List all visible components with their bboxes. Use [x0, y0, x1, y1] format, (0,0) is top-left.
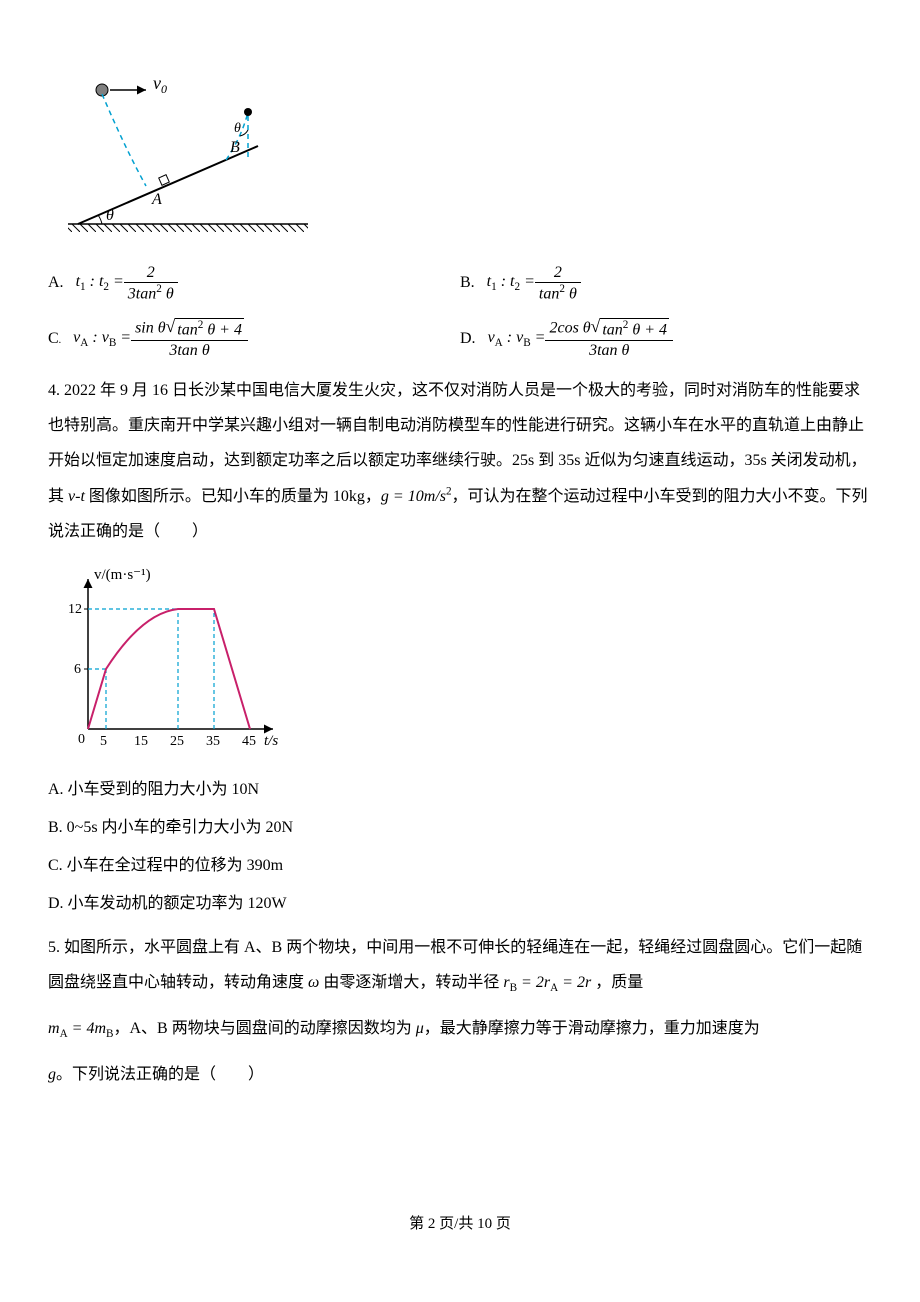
ytick-12: 12 — [68, 602, 82, 617]
point-b-label: B — [230, 139, 240, 156]
xtick-5: 5 — [100, 734, 107, 749]
y-axis-label: v/(m·s⁻¹) — [94, 567, 151, 583]
q5-text-3: g。下列说法正确的是（ ） — [48, 1057, 872, 1092]
opt-a-den: 3tan2 θ — [124, 283, 178, 304]
origin-0: 0 — [78, 732, 85, 747]
opt-b-num: 2 — [535, 263, 581, 283]
q4-g: g = 10m/s2 — [381, 488, 452, 505]
incline-figure: θ v0 A θ B — [48, 64, 872, 249]
opt-d-lhs: vA : vB = — [488, 329, 546, 349]
q5-line2a: ，A、B 两物块与圆盘间的动摩擦因数均为 — [113, 1020, 415, 1037]
q3-options-2: C. vA : vB = sin θ√tan2 θ + 4 3tan θ D. … — [48, 315, 872, 363]
q5-line3: 。下列说法正确的是（ ） — [56, 1066, 264, 1083]
q3-options: A. t1 : t2 = 2 3tan2 θ B. t1 : t2 = 2 ta… — [48, 259, 872, 307]
xtick-35: 35 — [206, 734, 220, 749]
q4-option-b: B. 0~5s 内小车的牵引力大小为 20N — [48, 812, 872, 844]
x-axis-label: t/s — [264, 733, 278, 749]
trajectory-dash — [102, 94, 146, 186]
q4-vt: v-t — [68, 488, 85, 505]
opt-c-num: sin θ√tan2 θ + 4 — [131, 318, 248, 341]
q5-omega: ω — [308, 974, 319, 991]
opt-b-label: B. — [460, 274, 479, 292]
q3-option-b: B. t1 : t2 = 2 tan2 θ — [460, 259, 872, 307]
q5-text: 5. 如图所示，水平圆盘上有 A、B 两个物块，中间用一根不可伸长的轻绳连在一起… — [48, 930, 872, 1001]
vt-svg: v/(m·s⁻¹) t/s 12 6 0 5 15 25 35 45 — [48, 559, 288, 759]
q5-r-rel: rB = 2rA = 2r — [503, 974, 591, 991]
v0-label: v0 — [153, 73, 167, 96]
q3-option-d: D. vA : vB = 2cos θ√tan2 θ + 4 3tan θ — [460, 315, 872, 363]
ytick-6: 6 — [74, 662, 81, 677]
opt-d-den: 3tan θ — [545, 341, 673, 360]
q5-line2b: ，最大静摩擦力等于滑动摩擦力，重力加速度为 — [424, 1020, 760, 1037]
incline-svg: θ v0 A θ B — [48, 64, 308, 244]
perp-box — [159, 175, 170, 186]
opt-a-label: A. — [48, 274, 68, 292]
theta2-label: θ — [234, 121, 241, 136]
opt-a-num: 2 — [124, 263, 178, 283]
opt-d-label: D. — [460, 330, 480, 348]
xtick-15: 15 — [134, 734, 148, 749]
page-footer: 第 2 页/共 10 页 — [48, 1212, 872, 1233]
opt-b-lhs: t1 : t2 = — [487, 273, 535, 293]
q5-text-2: mA = 4mB，A、B 两物块与圆盘间的动摩擦因数均为 μ，最大静摩擦力等于滑… — [48, 1011, 872, 1047]
q4-text: 4. 2022 年 9 月 16 日长沙某中国电信大厦发生火灾，这不仅对消防人员… — [48, 373, 872, 549]
q4-option-a: A. 小车受到的阻力大小为 10N — [48, 774, 872, 806]
q4-prefix: 4. 2022 年 9 月 16 日长沙某中国电信大厦发生火灾，这不仅对消防人员… — [48, 382, 867, 505]
opt-d-num: 2cos θ√tan2 θ + 4 — [545, 318, 673, 341]
xtick-45: 45 — [242, 734, 256, 749]
vt-graph: v/(m·s⁻¹) t/s 12 6 0 5 15 25 35 45 — [48, 559, 872, 764]
q3-option-c: C. vA : vB = sin θ√tan2 θ + 4 3tan θ — [48, 315, 460, 363]
opt-a-lhs: t1 : t2 = — [76, 273, 124, 293]
xtick-25: 25 — [170, 734, 184, 749]
q5-mu: μ — [416, 1020, 424, 1037]
slope-line — [78, 146, 258, 224]
q4-option-c: C. 小车在全过程中的位移为 390m — [48, 850, 872, 882]
vt-curve — [88, 609, 250, 729]
opt-c-label: C. — [48, 330, 65, 348]
q5-line1b: 由零逐渐增大，转动半径 — [319, 974, 503, 991]
theta-label: θ — [106, 207, 114, 224]
opt-c-lhs: vA : vB = — [73, 329, 131, 349]
theta-arc — [98, 215, 102, 224]
q5-m-rel: mA = 4mB — [48, 1020, 113, 1037]
q3-option-a: A. t1 : t2 = 2 3tan2 θ — [48, 259, 460, 307]
opt-b-den: tan2 θ — [535, 283, 581, 304]
q5-line1c: ，质量 — [591, 974, 643, 991]
q4-option-d: D. 小车发动机的额定功率为 120W — [48, 888, 872, 920]
opt-c-den: 3tan θ — [131, 341, 248, 360]
point-a-label: A — [151, 191, 162, 208]
q4-mid: 图像如图所示。已知小车的质量为 10kg， — [85, 488, 381, 505]
ground-hatch — [68, 224, 308, 232]
top-dot — [244, 108, 252, 116]
